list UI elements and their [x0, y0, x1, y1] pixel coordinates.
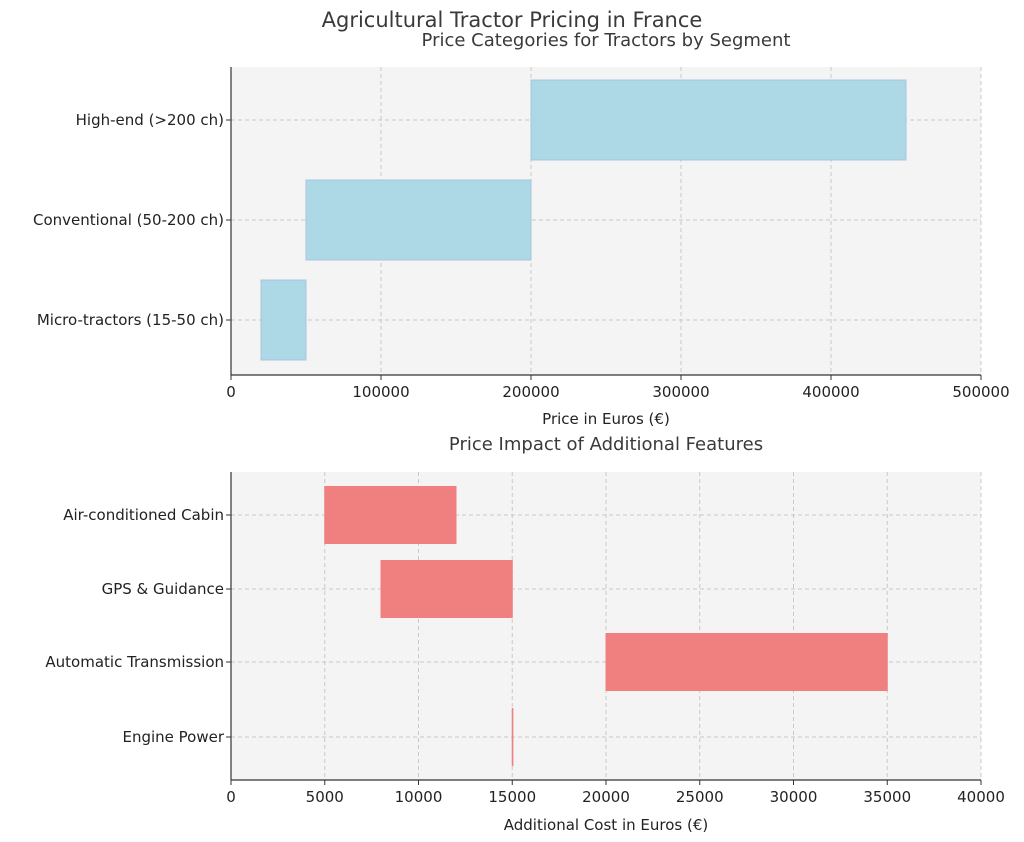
x-tick-label: 15000 [488, 788, 536, 806]
x-tick-label: 400000 [802, 383, 859, 401]
x-tick-label: 0 [226, 788, 236, 806]
y-tick-label: Micro-tractors (15-50 ch) [37, 311, 224, 329]
x-tick-label: 500000 [952, 383, 1009, 401]
y-tick-label: Air-conditioned Cabin [63, 506, 224, 524]
x-tick-label: 35000 [863, 788, 911, 806]
bar-engine-power [511, 708, 514, 766]
bar-micro-tractors-15-50-ch [260, 279, 307, 361]
x-tick-label: 30000 [770, 788, 818, 806]
x-axis-label: Additional Cost in Euros (€) [504, 816, 708, 834]
x-tick-label: 200000 [502, 383, 559, 401]
x-tick-label: 300000 [652, 383, 709, 401]
x-tick-label: 25000 [676, 788, 724, 806]
bar-gps-guidance [380, 560, 513, 618]
chart-title: Price Impact of Additional Features [449, 434, 763, 455]
x-tick-label: 40000 [957, 788, 1005, 806]
x-tick-label: 10000 [395, 788, 443, 806]
bar-automatic-transmission [605, 633, 888, 691]
chart-title: Price Categories for Tractors by Segment [422, 30, 791, 51]
y-tick-label: Engine Power [122, 728, 224, 746]
y-tick-label: High-end (>200 ch) [76, 111, 224, 129]
x-tick-label: 100000 [352, 383, 409, 401]
bar-air-conditioned-cabin [324, 486, 457, 544]
bar-high-end-200-ch [530, 79, 907, 161]
y-tick-label: Automatic Transmission [45, 653, 224, 671]
segment-price-chart: 0 100000 200000 300000 400000 500000 Micro-tra… [33, 30, 1010, 428]
x-tick-label: 5000 [306, 788, 344, 806]
y-tick-label: Conventional (50-200 ch) [33, 211, 224, 229]
feature-cost-chart: 0 5000 10000 15000 20000 25000 30000 35000 40000… [45, 434, 1004, 834]
y-tick-label: GPS & Guidance [102, 580, 224, 598]
bar-conventional-50-200-ch [305, 179, 532, 261]
x-tick-label: 20000 [582, 788, 630, 806]
x-axis-label: Price in Euros (€) [542, 410, 670, 428]
x-tick-label: 0 [226, 383, 236, 401]
figure-title: Agricultural Tractor Pricing in France [322, 8, 703, 32]
